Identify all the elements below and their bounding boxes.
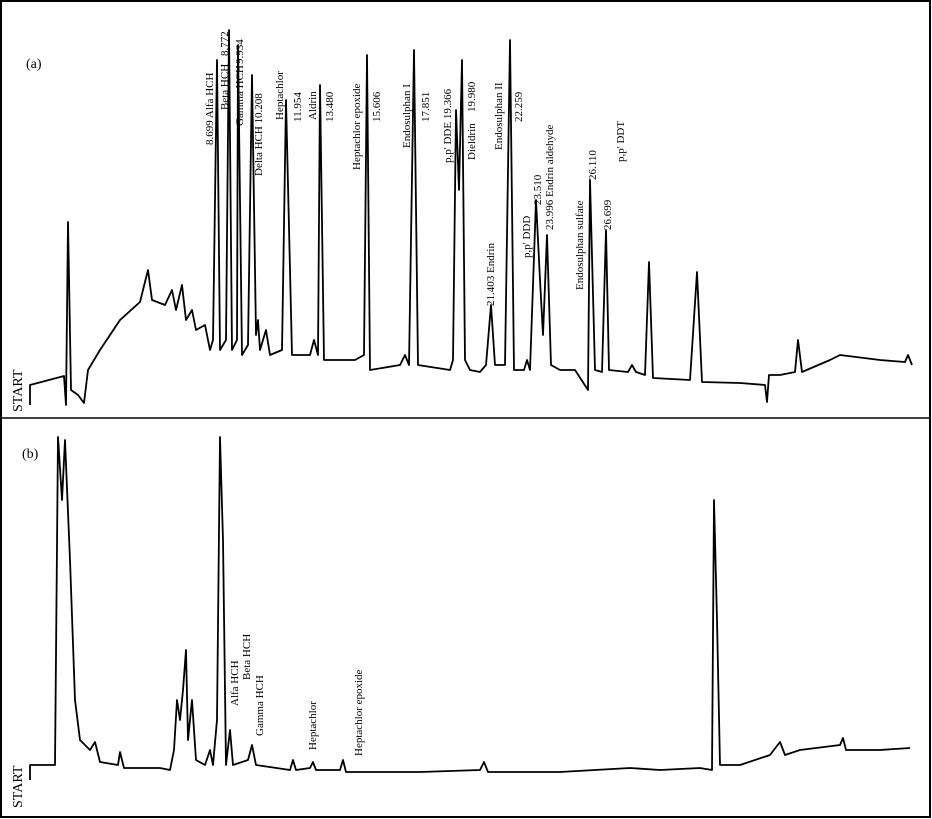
peak-label: Delta HCH 10.208 — [253, 93, 265, 176]
peak-label: Beta HCH — [241, 634, 253, 680]
peak-label: 8.699 Alfa HCH — [204, 73, 216, 145]
peak-label: p,p' DDD — [521, 216, 533, 258]
peak-labels: Alfa HCH Beta HCH Gamma HCH Heptachlor H… — [229, 634, 365, 756]
peak-label: p,p' DDE 19.366 — [442, 88, 454, 163]
peak-label: Heptachlor — [307, 701, 319, 750]
peak-label: 17.851 — [420, 92, 432, 122]
peak-label: 26.110 — [587, 150, 599, 180]
peak-label: 21.403 Endrin — [485, 243, 497, 306]
panel-label: (a) — [26, 57, 42, 72]
peak-label: Heptachlor epoxide — [353, 669, 365, 756]
peak-label: p,p' DDT — [615, 121, 627, 162]
peak-label: 9.934 — [234, 39, 246, 64]
peak-label: 8.772 — [219, 31, 231, 56]
peak-label: 22.259 — [513, 91, 525, 122]
peak-label: Dieldrin — [466, 123, 478, 160]
peak-label: Gamma HCH — [234, 65, 246, 126]
start-label: START — [11, 765, 26, 808]
peak-label: Endosulphan I — [401, 84, 413, 148]
peak-label: 11.954 — [292, 92, 304, 122]
peak-label: 23.510 — [532, 174, 544, 205]
peak-label: 23.996 Endrin aldehyde — [544, 124, 556, 230]
chromatogram-trace — [29, 29, 913, 406]
peak-label: 15.606 — [371, 91, 383, 122]
peak-label: Beta HCH — [219, 64, 231, 110]
peak-label: Heptachlor — [274, 71, 286, 120]
peak-label: Alfa HCH — [229, 660, 241, 706]
panel-label: (b) — [22, 447, 39, 462]
peak-label: Endosulphan II — [493, 82, 505, 150]
peak-label: Gamma HCH — [254, 675, 266, 736]
peak-label: 13.480 — [324, 91, 336, 122]
peak-label: Endosulphan sulfate — [574, 200, 586, 290]
chromatogram-trace — [29, 436, 911, 780]
peak-label: Heptachlor epoxide — [351, 83, 363, 170]
peak-label: 26.699 — [602, 199, 614, 230]
peak-labels: 8.699 Alfa HCH Beta HCH 8.772 Gamma HCH … — [204, 31, 627, 306]
peak-label: Aldrin — [307, 91, 319, 120]
peak-label: 19.980 — [466, 81, 478, 112]
start-label: START — [11, 369, 26, 412]
